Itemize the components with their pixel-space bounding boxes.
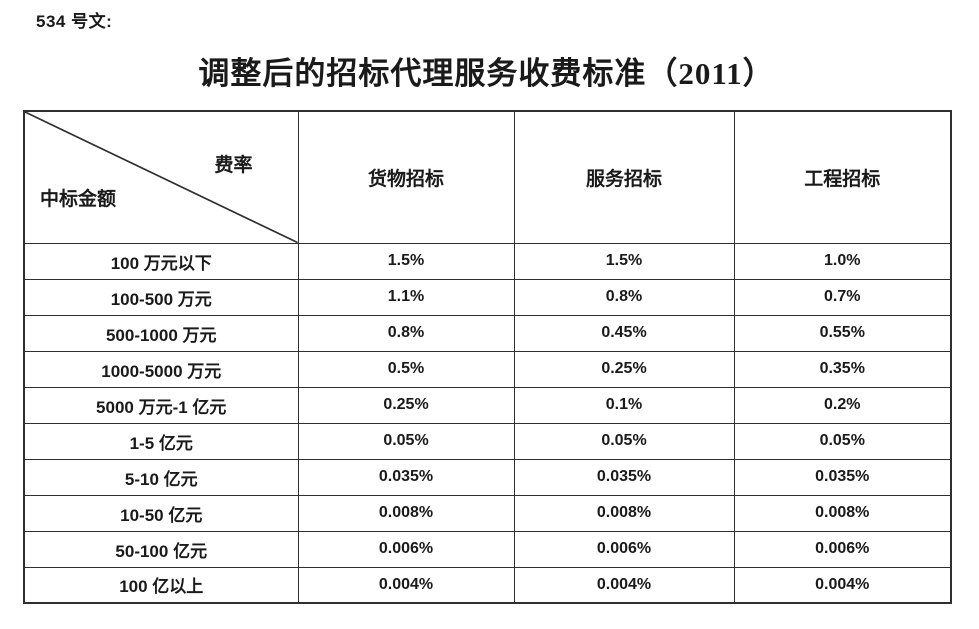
row-label: 100 亿以上 <box>23 566 299 604</box>
column-header-goods-bidding: 货物招标 <box>297 110 515 244</box>
rate-cell: 0.8% <box>297 314 515 352</box>
corner-label-bid-amount: 中标金额 <box>40 188 117 210</box>
rate-cell: 0.1% <box>513 386 735 424</box>
rate-cell: 0.8% <box>513 278 735 316</box>
rate-cell: 0.035% <box>513 458 735 496</box>
table-row: 1000-5000 万元 0.5% 0.25% 0.35% <box>23 350 952 388</box>
table-row: 100 万元以下 1.5% 1.5% 1.0% <box>23 242 952 280</box>
rate-cell: 0.004% <box>513 566 735 604</box>
row-label: 100 万元以下 <box>23 242 299 280</box>
row-label: 100-500 万元 <box>23 278 299 316</box>
column-header-service-bidding: 服务招标 <box>513 110 735 244</box>
rate-cell: 0.05% <box>513 422 735 460</box>
document-number-label: 534 号文: <box>36 12 113 31</box>
page-title: 调整后的招标代理服务收费标准（2011） <box>198 56 775 91</box>
rate-cell: 0.35% <box>733 350 952 388</box>
diagonal-corner-cell: 费率 中标金额 <box>23 110 299 244</box>
rate-cell: 0.5% <box>297 350 515 388</box>
table-row: 5000 万元-1 亿元 0.25% 0.1% 0.2% <box>23 386 952 424</box>
row-label: 5000 万元-1 亿元 <box>23 386 299 424</box>
rate-cell: 0.004% <box>297 566 515 604</box>
row-label: 1000-5000 万元 <box>23 350 299 388</box>
rate-cell: 0.006% <box>297 530 515 568</box>
row-label: 10-50 亿元 <box>23 494 299 532</box>
rate-cell: 1.5% <box>513 242 735 280</box>
rate-cell: 1.1% <box>297 278 515 316</box>
corner-label-fee-rate: 费率 <box>214 155 253 176</box>
table-row: 100 亿以上 0.004% 0.004% 0.004% <box>23 566 952 604</box>
rate-cell: 0.25% <box>297 386 515 424</box>
rate-cell: 0.25% <box>513 350 735 388</box>
table-row: 100-500 万元 1.1% 0.8% 0.7% <box>23 278 952 316</box>
row-label: 500-1000 万元 <box>23 314 299 352</box>
rate-cell: 0.008% <box>733 494 952 532</box>
rate-cell: 0.006% <box>733 530 952 568</box>
table-row: 10-50 亿元 0.008% 0.008% 0.008% <box>23 494 952 532</box>
rate-cell: 0.008% <box>513 494 735 532</box>
table-row: 1-5 亿元 0.05% 0.05% 0.05% <box>23 422 952 460</box>
rate-cell: 0.05% <box>733 422 952 460</box>
table-row: 5-10 亿元 0.035% 0.035% 0.035% <box>23 458 952 496</box>
column-header-works-bidding: 工程招标 <box>733 110 952 244</box>
table-row: 50-100 亿元 0.006% 0.006% 0.006% <box>23 530 952 568</box>
rate-cell: 0.035% <box>733 458 952 496</box>
rate-cell: 0.45% <box>513 314 735 352</box>
rate-cell: 0.7% <box>733 278 952 316</box>
rate-cell: 0.006% <box>513 530 735 568</box>
row-label: 1-5 亿元 <box>23 422 299 460</box>
table-row: 500-1000 万元 0.8% 0.45% 0.55% <box>23 314 952 352</box>
row-label: 50-100 亿元 <box>23 530 299 568</box>
row-label: 5-10 亿元 <box>23 458 299 496</box>
rate-cell: 0.05% <box>297 422 515 460</box>
rate-cell: 0.55% <box>733 314 952 352</box>
rate-cell: 0.035% <box>297 458 515 496</box>
rate-cell: 0.008% <box>297 494 515 532</box>
rate-cell: 0.004% <box>733 566 952 604</box>
fee-rate-table: 费率 中标金额 货物招标 服务招标 工程招标 100 万元以下 1.5% 1.5… <box>23 110 952 604</box>
table-header-row: 费率 中标金额 货物招标 服务招标 工程招标 <box>23 110 952 244</box>
rate-cell: 1.0% <box>733 242 952 280</box>
diagonal-divider-line <box>25 112 297 242</box>
rate-cell: 0.2% <box>733 386 952 424</box>
rate-cell: 1.5% <box>297 242 515 280</box>
